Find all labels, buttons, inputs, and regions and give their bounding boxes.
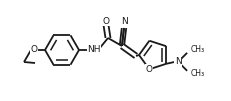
Text: O: O (102, 16, 109, 25)
Text: CH₃: CH₃ (189, 69, 203, 78)
Text: NH: NH (87, 45, 100, 55)
Text: N: N (174, 57, 181, 66)
Text: N: N (121, 16, 128, 25)
Text: O: O (30, 45, 37, 55)
Text: CH₃: CH₃ (189, 45, 203, 54)
Text: O: O (145, 65, 152, 74)
